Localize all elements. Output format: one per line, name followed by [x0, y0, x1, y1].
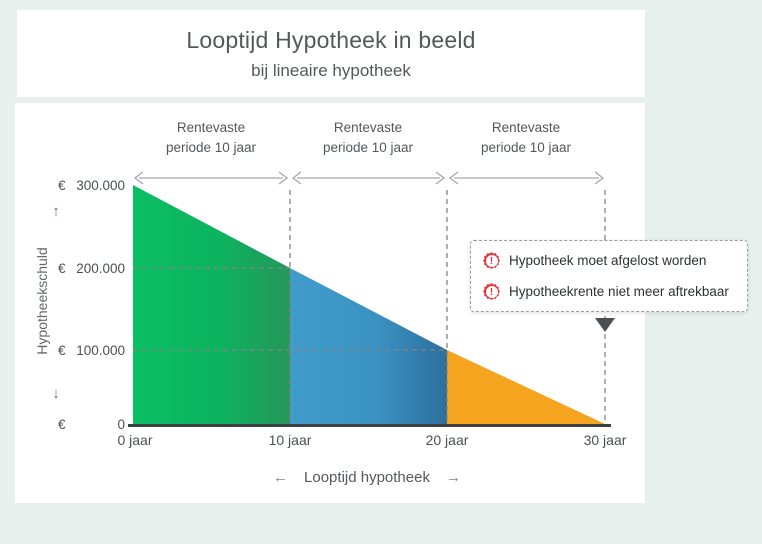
- y-tick-300000: € 300.000: [58, 176, 125, 194]
- right-arrow-icon: →: [445, 469, 461, 486]
- currency-symbol: €: [58, 177, 66, 193]
- y-tick-200000: € 200.000: [58, 259, 125, 277]
- area-segment-blue-10-20: [290, 268, 447, 424]
- seal-inner-circle: [485, 285, 498, 298]
- period-label-line1: Rentevaste: [176, 120, 246, 135]
- arrow-left-chevron: [448, 171, 459, 185]
- period-label-line1: Rentevaste: [491, 120, 561, 135]
- x-tick-0jaar: 0 jaar: [117, 432, 153, 448]
- warning-seal-icon: !: [483, 252, 500, 269]
- area-segment-orange-20-30: [447, 350, 605, 424]
- y-tick-value: 100.000: [76, 342, 125, 358]
- exclamation-mark: !: [489, 254, 494, 267]
- page-subtitle: bij lineaire hypotheek: [251, 61, 411, 80]
- period-label-2: Rentevaste periode 10 jaar: [303, 118, 433, 158]
- currency-symbol: €: [58, 416, 66, 432]
- currency-symbol: €: [58, 342, 66, 358]
- period-label-line1: Rentevaste: [333, 120, 403, 135]
- arrow-right-chevron: [278, 171, 289, 185]
- callout-item-afgelost: ! Hypotheek moet afgelost worden: [483, 252, 735, 269]
- currency-symbol: €: [58, 260, 66, 276]
- arrow-left-chevron: [133, 171, 144, 185]
- exclamation-mark: !: [489, 285, 494, 298]
- left-arrow-icon: ←: [273, 469, 289, 486]
- callout-item-aftrekbaar: ! Hypotheekrente niet meer aftrekbaar: [483, 283, 735, 300]
- y-axis-title: Hypotheekschuld: [34, 247, 50, 355]
- y-tick-value: 300.000: [76, 177, 125, 193]
- callout-text: Hypotheek moet afgelost worden: [509, 253, 707, 268]
- y-tick-0: € 0: [58, 415, 125, 433]
- period-label-1: Rentevaste periode 10 jaar: [146, 118, 276, 158]
- arrow-right-chevron: [435, 171, 446, 185]
- period-label-line2: periode 10 jaar: [165, 140, 257, 155]
- period-label-line2: periode 10 jaar: [480, 140, 572, 155]
- area-segment-green-0-10: [133, 185, 290, 424]
- warning-seal-icon: !: [483, 283, 500, 300]
- annotation-callout: ! Hypotheek moet afgelost worden ! Hypot…: [470, 240, 748, 312]
- y-tick-value: 0: [117, 416, 125, 432]
- y-axis-down-arrow-icon: ↓: [52, 385, 60, 402]
- y-tick-value: 200.000: [76, 260, 125, 276]
- x-tick-20jaar: 20 jaar: [425, 432, 469, 448]
- page-title: Looptijd Hypotheek in beeld: [186, 27, 476, 53]
- period-label-3: Rentevaste periode 10 jaar: [461, 118, 591, 158]
- callout-text: Hypotheekrente niet meer aftrekbaar: [509, 284, 729, 299]
- title-card: Looptijd Hypotheek in beeld bij lineaire…: [17, 10, 645, 97]
- y-axis-up-arrow-icon: ↑: [52, 203, 60, 220]
- y-tick-100000: € 100.000: [58, 341, 125, 359]
- arrow-left-chevron: [291, 171, 302, 185]
- arrow-right-chevron: [594, 171, 605, 185]
- x-tick-10jaar: 10 jaar: [268, 432, 312, 448]
- period-label-line2: periode 10 jaar: [322, 140, 414, 155]
- x-axis-title-text: Looptijd hypotheek: [304, 469, 430, 486]
- x-tick-30jaar: 30 jaar: [583, 432, 627, 448]
- period-arrows: [133, 171, 605, 185]
- x-axis-title: ← Looptijd hypotheek →: [217, 469, 517, 486]
- mortgage-area-chart: [128, 171, 611, 427]
- callout-pointer-triangle-icon: [595, 318, 615, 332]
- seal-inner-circle: [485, 254, 498, 267]
